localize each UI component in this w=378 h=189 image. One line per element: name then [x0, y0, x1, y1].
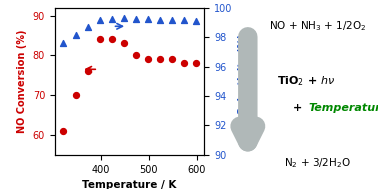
Text: N$_2$ + 3/2H$_2$O: N$_2$ + 3/2H$_2$O — [284, 156, 351, 170]
X-axis label: Temperature / K: Temperature / K — [82, 180, 177, 189]
Point — [96, 19, 102, 22]
Point — [169, 58, 175, 61]
Point — [108, 38, 115, 41]
Point — [96, 38, 102, 41]
Point — [193, 19, 199, 22]
Point — [73, 34, 79, 37]
Point — [121, 17, 127, 20]
Text: +: + — [293, 103, 307, 113]
Y-axis label: NO Conversion (%): NO Conversion (%) — [17, 29, 27, 133]
Text: NO + NH$_3$ + 1/2O$_2$: NO + NH$_3$ + 1/2O$_2$ — [269, 19, 366, 33]
Point — [85, 26, 91, 29]
Point — [133, 17, 139, 20]
Point — [145, 17, 151, 20]
Point — [121, 42, 127, 45]
Point — [193, 62, 199, 65]
Text: Temperature: Temperature — [308, 103, 378, 113]
Point — [157, 18, 163, 21]
Point — [169, 18, 175, 21]
Y-axis label: N₂ Selectivity (%): N₂ Selectivity (%) — [238, 33, 248, 129]
Point — [181, 19, 187, 22]
Point — [133, 54, 139, 57]
Point — [157, 58, 163, 61]
Point — [85, 70, 91, 73]
Point — [60, 42, 67, 45]
Text: TiO$_2$ + $h\nu$: TiO$_2$ + $h\nu$ — [277, 74, 336, 88]
Point — [145, 58, 151, 61]
Point — [73, 94, 79, 97]
Point — [108, 17, 115, 20]
Point — [181, 62, 187, 65]
Point — [60, 130, 67, 133]
